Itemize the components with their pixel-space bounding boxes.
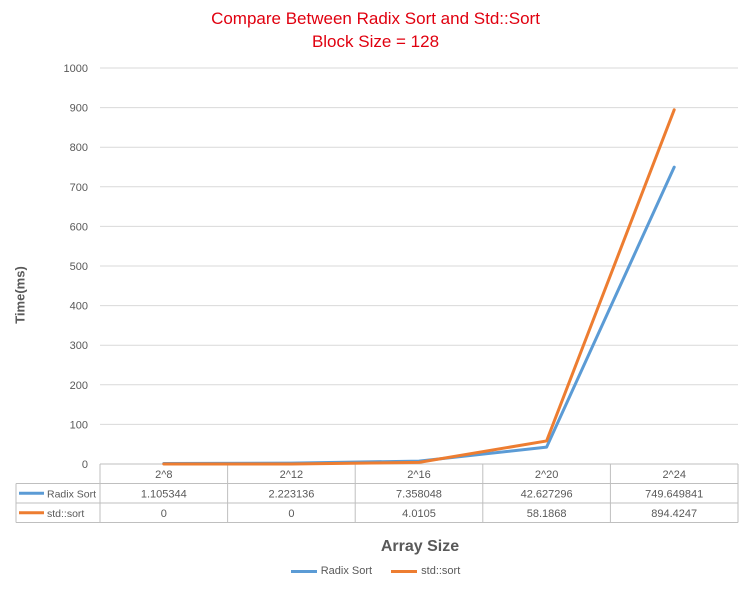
table-cell: 1.105344 [141, 489, 187, 501]
legend-swatch-std [391, 569, 418, 573]
legend: Radix Sort std::sort [0, 565, 751, 577]
legend-item-radix: Radix Sort [290, 565, 373, 577]
table-cell: 749.649841 [645, 489, 703, 501]
y-tick-label: 800 [70, 142, 88, 154]
chart-subtitle: Block Size = 128 [311, 32, 440, 51]
table-cell: 2.223136 [268, 489, 314, 501]
legend-swatch-radix [290, 569, 317, 573]
x-tick-label: 2^16 [407, 469, 431, 481]
table-cell: 0 [288, 508, 294, 520]
table-series-name: std::sort [47, 508, 84, 520]
table-cell: 0 [161, 508, 167, 520]
y-tick-label: 1000 [64, 63, 88, 75]
x-tick-label: 2^12 [280, 469, 304, 481]
y-tick-label: 600 [70, 221, 88, 233]
x-tick-label: 2^20 [535, 469, 559, 481]
y-tick-label: 100 [70, 419, 88, 431]
y-tick-label: 900 [70, 103, 88, 115]
series-line [162, 108, 676, 466]
legend-label-std: std::sort [421, 565, 461, 577]
table-cell: 894.4247 [651, 508, 697, 520]
table-cell: 7.358048 [396, 489, 442, 501]
x-axis-title: Array Size [380, 538, 460, 555]
table-cell: 4.0105 [402, 508, 436, 520]
y-tick-label: 0 [82, 459, 88, 471]
series-line [162, 165, 676, 466]
y-tick-label: 400 [70, 301, 88, 313]
chart-title: Compare Between Radix Sort and Std::Sort [211, 9, 540, 28]
y-tick-label: 500 [70, 261, 88, 273]
legend-label-radix: Radix Sort [320, 565, 373, 577]
table-cell: 58.1868 [527, 508, 567, 520]
table-series-name: Radix Sort [47, 489, 96, 501]
y-tick-label: 700 [70, 182, 88, 194]
y-tick-label: 300 [70, 340, 88, 352]
y-tick-label: 200 [70, 380, 88, 392]
table-cell: 42.627296 [521, 489, 573, 501]
legend-item-std: std::sort [391, 565, 460, 577]
x-tick-label: 2^8 [155, 469, 172, 481]
x-tick-label: 2^24 [662, 469, 686, 481]
